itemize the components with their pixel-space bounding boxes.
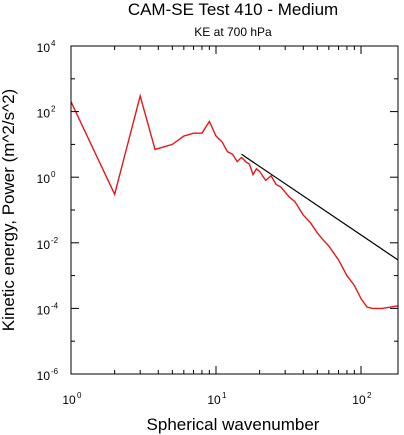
x-tick-exponent: 0 — [77, 391, 82, 400]
y-tick-exponent: 2 — [51, 105, 56, 114]
series-line-0 — [70, 93, 399, 310]
x-tick-label: 10 — [352, 393, 366, 407]
y-tick-exponent: 4 — [51, 39, 56, 48]
y-tick-label: 10 — [37, 172, 51, 186]
plot-frame — [70, 45, 399, 375]
y-tick-label: 10 — [37, 303, 51, 317]
y-tick-exponent: -6 — [51, 367, 59, 376]
y-tick-exponent: -4 — [51, 301, 59, 310]
x-tick-label: 10 — [207, 393, 221, 407]
y-tick-label: 10 — [37, 107, 51, 121]
x-axis-label: Spherical wavenumber — [147, 415, 320, 434]
y-tick-label: 10 — [37, 238, 51, 252]
y-tick-label: 10 — [37, 369, 51, 383]
series-line-1 — [241, 153, 399, 261]
x-tick-label: 10 — [62, 393, 76, 407]
y-tick-label: 10 — [37, 41, 51, 55]
chart-subtitle: KE at 700 hPa — [194, 25, 272, 39]
y-tick-exponent: 0 — [51, 170, 56, 179]
y-tick-exponent: -2 — [51, 236, 59, 245]
x-tick-exponent: 1 — [222, 391, 227, 400]
chart-title: CAM-SE Test 410 - Medium — [128, 0, 338, 19]
x-tick-exponent: 2 — [367, 391, 372, 400]
y-axis-label: Kinetic energy, Power (m^2/s^2) — [0, 89, 18, 331]
